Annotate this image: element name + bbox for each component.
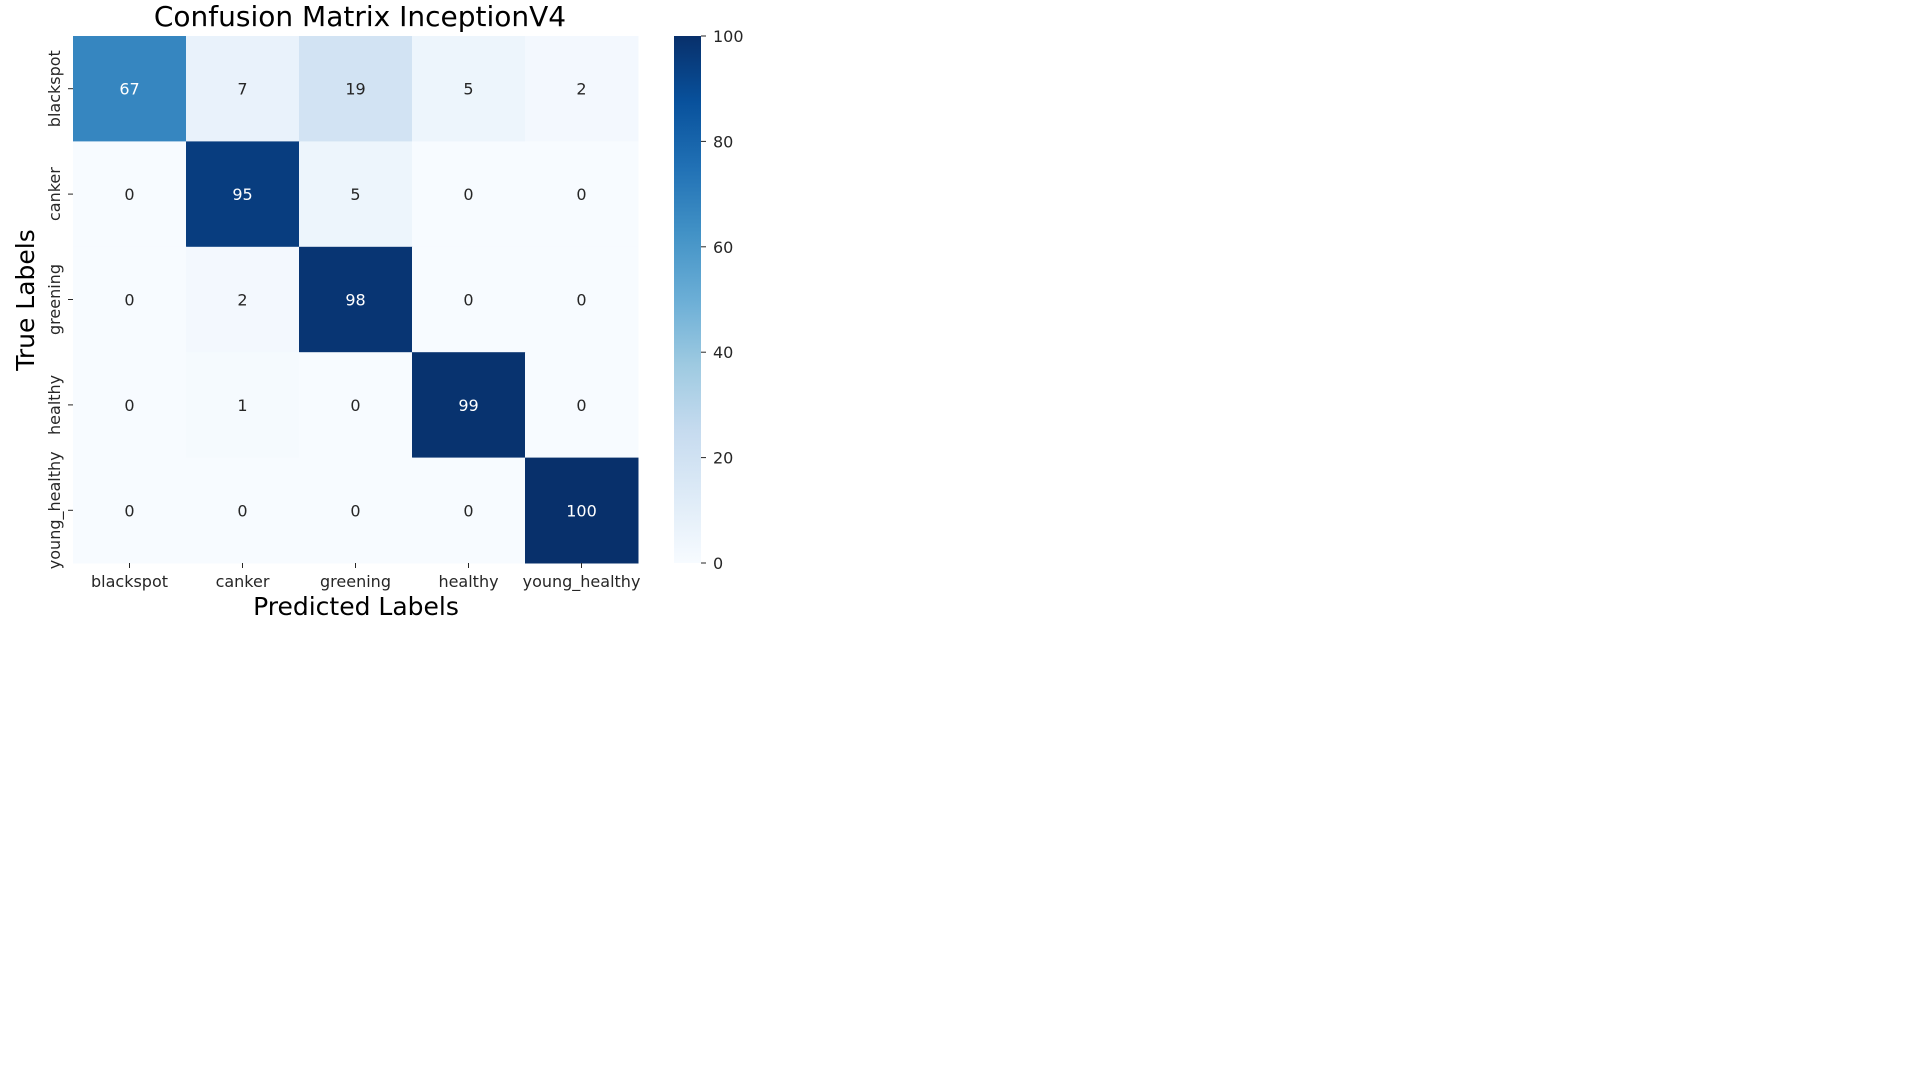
heatmap-cell xyxy=(73,246,187,353)
cell-value-label: 5 xyxy=(350,185,360,204)
y-tick-label: greening xyxy=(45,264,64,335)
cell-value-label: 0 xyxy=(350,396,360,415)
heatmap-cell xyxy=(525,352,639,459)
heatmap-cell xyxy=(73,36,187,142)
x-tick-label: greening xyxy=(320,572,391,591)
chart-title: Confusion Matrix InceptionV4 xyxy=(154,0,566,33)
heatmap-cell xyxy=(299,246,413,353)
x-axis-label: Predicted Labels xyxy=(253,592,459,621)
heatmap-cell xyxy=(299,36,413,142)
cell-value-label: 0 xyxy=(124,185,134,204)
colorbar-ticks: 0 20 40 60 80 100 xyxy=(701,27,744,573)
cell-value-label: 0 xyxy=(576,291,586,310)
x-tick-label: canker xyxy=(216,572,270,591)
colorbar-tick-label: 20 xyxy=(713,449,733,468)
colorbar-tick-label: 0 xyxy=(713,554,723,573)
cell-value-label: 0 xyxy=(463,291,473,310)
cell-value-label: 100 xyxy=(566,501,597,520)
heatmap-cell xyxy=(73,457,187,564)
heatmap-cell xyxy=(525,141,639,248)
x-tick-label: blackspot xyxy=(91,572,168,591)
heatmap-cell xyxy=(525,246,639,353)
heatmap-cell xyxy=(412,352,526,459)
heatmap-cell xyxy=(525,457,639,564)
cell-value-label: 0 xyxy=(576,185,586,204)
y-tick-label: canker xyxy=(45,167,64,221)
heatmap-cell xyxy=(186,457,300,564)
heatmap-cell xyxy=(186,246,300,353)
heatmap-cell xyxy=(412,457,526,564)
heatmap-cell xyxy=(186,36,300,142)
cell-value-label: 2 xyxy=(576,80,586,99)
heatmap-cell xyxy=(299,141,413,248)
heatmap-cell xyxy=(186,352,300,459)
x-axis-ticks: blackspot canker greening healthy young_heal… xyxy=(91,563,640,592)
cell-value-label: 99 xyxy=(458,396,478,415)
y-tick-label: healthy xyxy=(45,375,64,435)
y-axis-ticks: blackspot canker greening healthy young_heal… xyxy=(45,50,73,569)
cell-value-label: 0 xyxy=(350,501,360,520)
y-tick-label: blackspot xyxy=(45,50,64,127)
heatmap-cell xyxy=(73,352,187,459)
cell-value-label: 0 xyxy=(237,501,247,520)
cell-value-label: 0 xyxy=(576,396,586,415)
heatmap-cell xyxy=(412,246,526,353)
cell-value-label: 7 xyxy=(237,80,247,99)
heatmap-cell xyxy=(73,141,187,248)
heatmap-cell xyxy=(299,352,413,459)
heatmap-cell xyxy=(186,141,300,248)
colorbar xyxy=(674,36,701,563)
cell-value-label: 67 xyxy=(119,80,139,99)
cell-value-label: 1 xyxy=(237,396,247,415)
cell-value-label: 95 xyxy=(232,185,252,204)
heatmap-cell xyxy=(412,36,526,142)
cell-value-label: 19 xyxy=(345,80,365,99)
cell-value-label: 2 xyxy=(237,291,247,310)
y-axis-label: True Labels xyxy=(11,229,40,372)
cell-value-label: 0 xyxy=(463,185,473,204)
x-tick-label: healthy xyxy=(438,572,498,591)
x-tick-label: young_healthy xyxy=(523,572,641,592)
cell-value-label: 0 xyxy=(124,501,134,520)
colorbar-tick-label: 100 xyxy=(713,27,744,46)
heatmap-cell xyxy=(525,36,639,142)
heatmap-cells: 67 7 19 5 2 0 95 5 0 0 0 2 98 0 0 0 1 0 99 0 0 0 0 0 100 xyxy=(73,36,639,564)
colorbar-tick-label: 60 xyxy=(713,238,733,257)
cell-value-label: 0 xyxy=(124,291,134,310)
cell-value-label: 0 xyxy=(463,501,473,520)
heatmap-cell xyxy=(412,141,526,248)
y-tick-label: young_healthy xyxy=(45,451,65,569)
cell-value-label: 5 xyxy=(463,80,473,99)
colorbar-tick-label: 80 xyxy=(713,132,733,151)
heatmap-cell xyxy=(299,457,413,564)
cell-value-label: 0 xyxy=(124,396,134,415)
cell-value-label: 98 xyxy=(345,291,365,310)
colorbar-tick-label: 40 xyxy=(713,343,733,362)
